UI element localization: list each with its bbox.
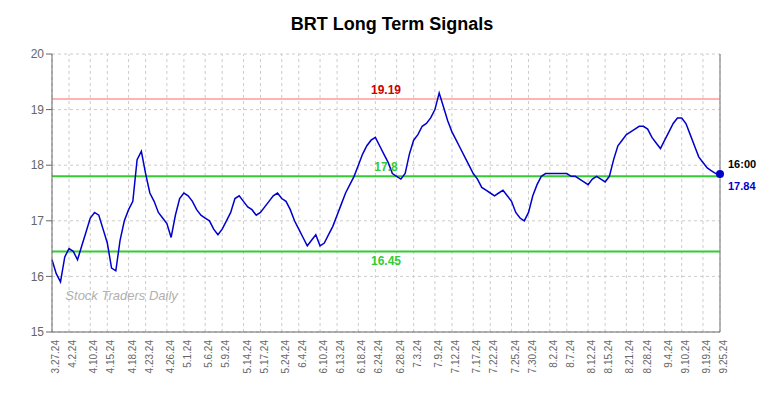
svg-text:6.24.24: 6.24.24 (373, 340, 384, 374)
svg-text:20: 20 (31, 47, 45, 61)
svg-text:5.1.24: 5.1.24 (182, 340, 193, 368)
svg-text:15: 15 (31, 325, 45, 339)
svg-text:9.4.24: 9.4.24 (663, 340, 674, 368)
svg-text:6.4.24: 6.4.24 (297, 340, 308, 368)
svg-text:7.22.24: 7.22.24 (488, 340, 499, 374)
svg-text:7.3.24: 7.3.24 (412, 340, 423, 368)
svg-text:16:00: 16:00 (728, 158, 756, 170)
html-text:BRT Long Term Signals: BRT Long Term Signals (290, 14, 494, 34)
svg-text:8.21.24: 8.21.24 (624, 340, 635, 374)
svg-text:5.6.24: 5.6.24 (203, 340, 214, 368)
svg-text:16: 16 (31, 270, 45, 284)
svg-text:17.8: 17.8 (374, 160, 398, 174)
svg-text:6.10.24: 6.10.24 (318, 340, 329, 374)
svg-text:4.10.24: 4.10.24 (88, 340, 99, 374)
svg-text:8.15.24: 8.15.24 (603, 340, 614, 374)
svg-text:5.24.24: 5.24.24 (280, 340, 291, 374)
svg-text:17.84: 17.84 (728, 180, 756, 192)
svg-text:6.13.24: 6.13.24 (335, 340, 346, 374)
svg-text:18: 18 (31, 158, 45, 172)
svg-text:7.30.24: 7.30.24 (527, 340, 538, 374)
svg-text:6.18.24: 6.18.24 (356, 340, 367, 374)
svg-text:17: 17 (31, 214, 45, 228)
svg-text:9.10.24: 9.10.24 (680, 340, 691, 374)
svg-text:4.26.24: 4.26.24 (165, 340, 176, 374)
svg-text:16.45: 16.45 (371, 254, 401, 268)
svg-text:19: 19 (31, 103, 45, 117)
svg-text:7.17.24: 7.17.24 (471, 340, 482, 374)
svg-text:4.2.24: 4.2.24 (67, 340, 78, 368)
svg-text:3.27.24: 3.27.24 (50, 340, 61, 374)
svg-text:6.28.24: 6.28.24 (395, 340, 406, 374)
svg-text:7.12.24: 7.12.24 (450, 340, 461, 374)
svg-text:5.14.24: 5.14.24 (242, 340, 253, 374)
svg-text:8.12.24: 8.12.24 (586, 340, 597, 374)
svg-text:4.23.24: 4.23.24 (144, 340, 155, 374)
svg-text:4.15.24: 4.15.24 (105, 340, 116, 374)
svg-text:8.7.24: 8.7.24 (565, 340, 576, 368)
svg-text:19.19: 19.19 (371, 83, 401, 97)
svg-text:5.17.24: 5.17.24 (259, 340, 270, 374)
svg-text:7.9.24: 7.9.24 (433, 340, 444, 368)
svg-text:8.2.24: 8.2.24 (548, 340, 559, 368)
svg-text:8.28.24: 8.28.24 (642, 340, 653, 374)
svg-text:5.9.24: 5.9.24 (220, 340, 231, 368)
svg-text:9.19.24: 9.19.24 (701, 340, 712, 374)
html-text:Stock Traders Daily: Stock Traders Daily (65, 288, 178, 304)
svg-text:9.25.24: 9.25.24 (718, 340, 729, 374)
svg-text:7.25.24: 7.25.24 (510, 340, 521, 374)
svg-text:4.18.24: 4.18.24 (127, 340, 138, 374)
